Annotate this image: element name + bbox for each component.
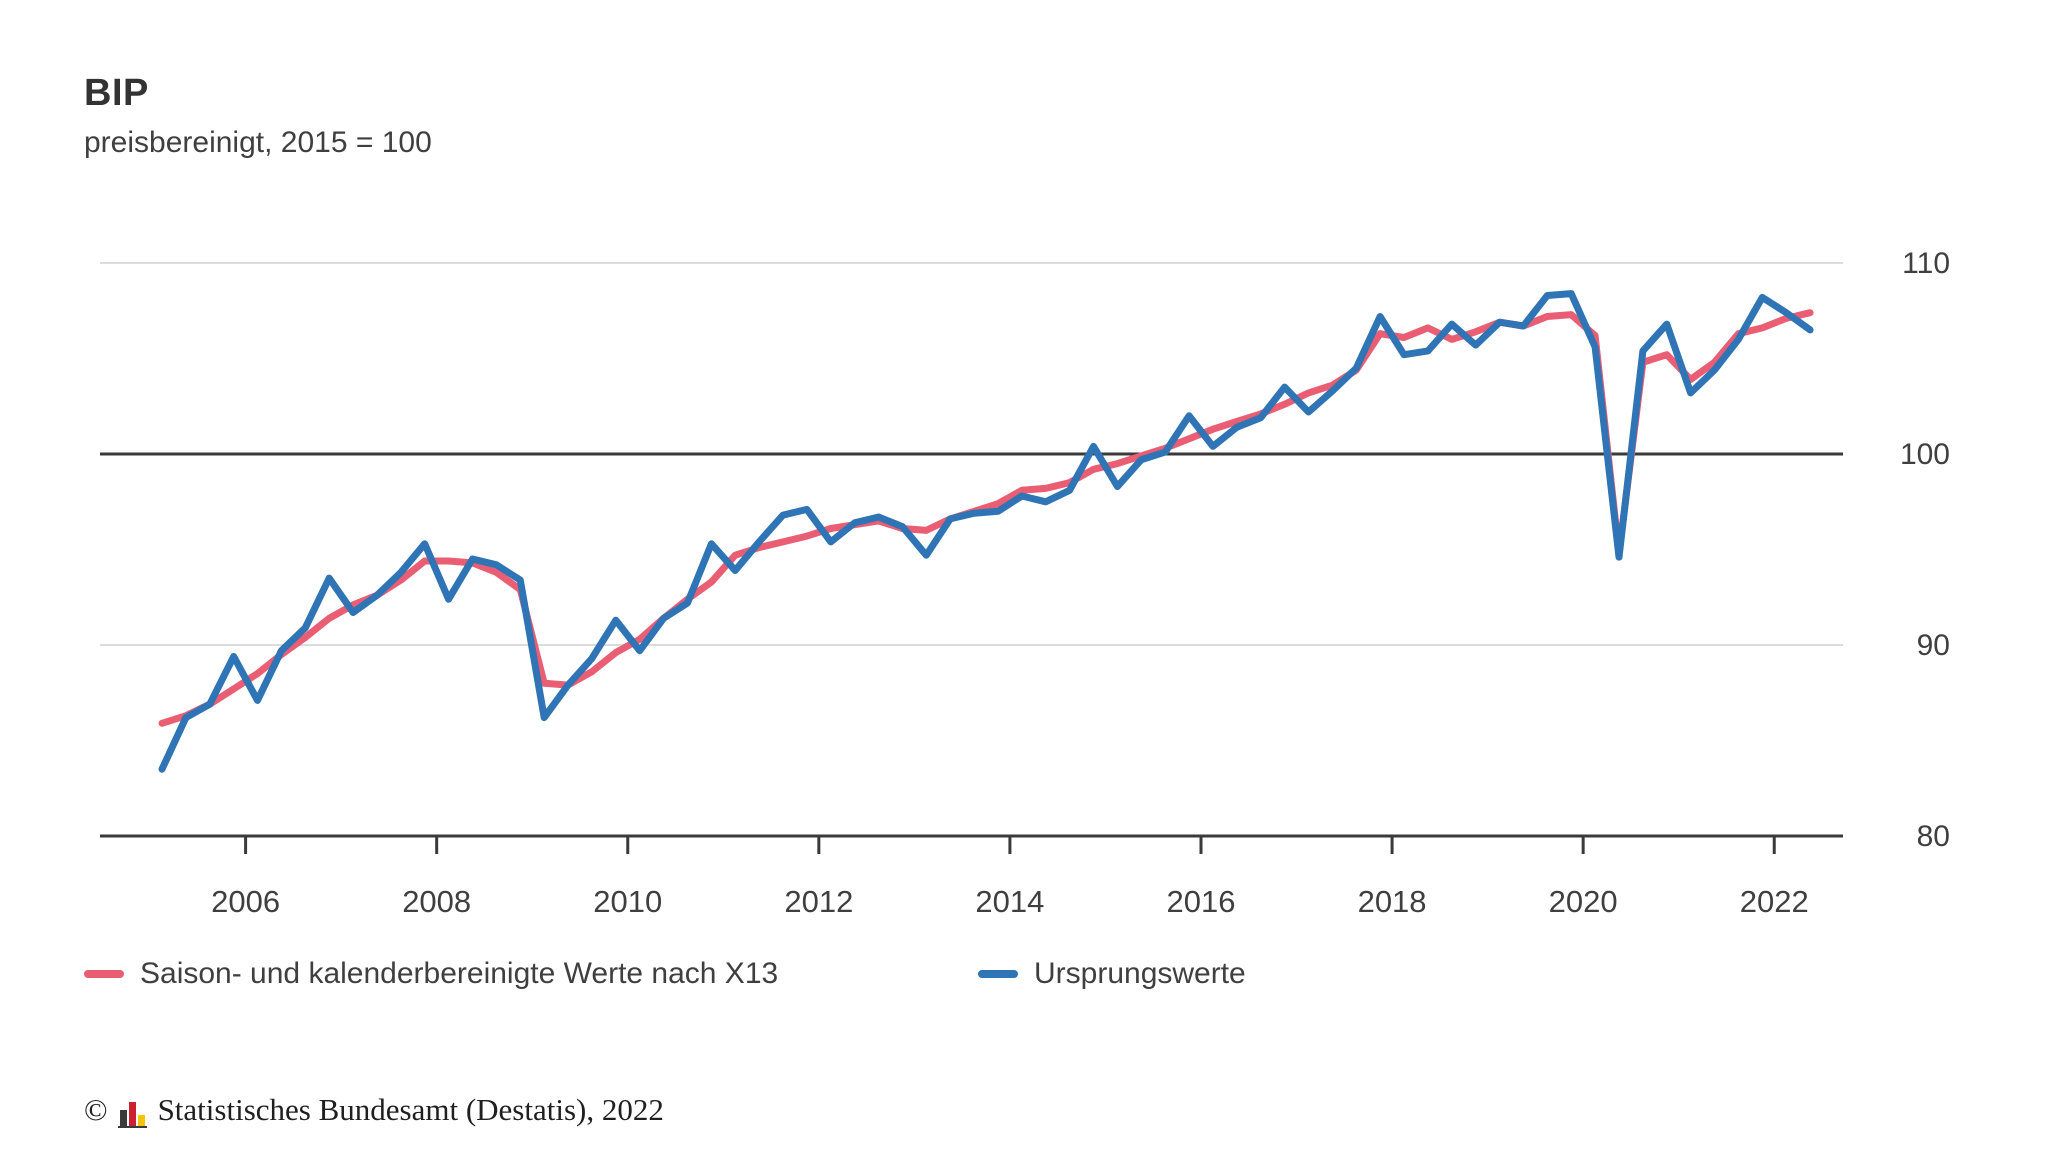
source-attribution: © Statistisches Bundesamt (Destatis), 20… [84,1086,664,1128]
destatis-mini-barchart-icon [117,1098,148,1128]
series-ursprungswerte-line [158,290,1814,773]
y-axis-label-90: 90 [1917,629,1950,662]
legend-label-adjusted: Saison- und kalenderbereinigte Werte nac… [140,957,779,990]
x-axis-label-2014: 2014 [975,884,1044,919]
series-adjusted-line [158,309,1814,727]
y-axis-label-100: 100 [1900,438,1950,471]
x-axis-label-2008: 2008 [402,884,471,919]
legend-item-original: Ursprungswerte [978,952,1246,996]
x-axis-label-2020: 2020 [1549,884,1618,919]
x-axis-label-2012: 2012 [784,884,853,919]
legend-item-adjusted: Saison- und kalenderbereinigte Werte nac… [84,952,778,996]
x-axis-label-2016: 2016 [1167,884,1236,919]
y-axis-label-110: 110 [1902,247,1950,280]
x-axis-label-2018: 2018 [1358,884,1427,919]
legend-label-original: Ursprungswerte [1034,957,1246,990]
original-series-swatch-icon [978,970,1018,978]
copyright-symbol: © [84,1092,108,1127]
chart-legend: Saison- und kalenderbereinigte Werte nac… [84,952,1584,996]
adjusted-series-swatch-icon [84,970,124,978]
x-axis-label-2010: 2010 [593,884,662,919]
source-text: Statistisches Bundesamt (Destatis), 2022 [157,1092,664,1127]
page-title: BIP [84,72,149,114]
page-subtitle: preisbereinigt, 2015 = 100 [84,126,432,159]
y-axis-label-80: 80 [1917,820,1950,853]
x-axis-label-2006: 2006 [211,884,280,919]
x-axis-label-2022: 2022 [1740,884,1809,919]
